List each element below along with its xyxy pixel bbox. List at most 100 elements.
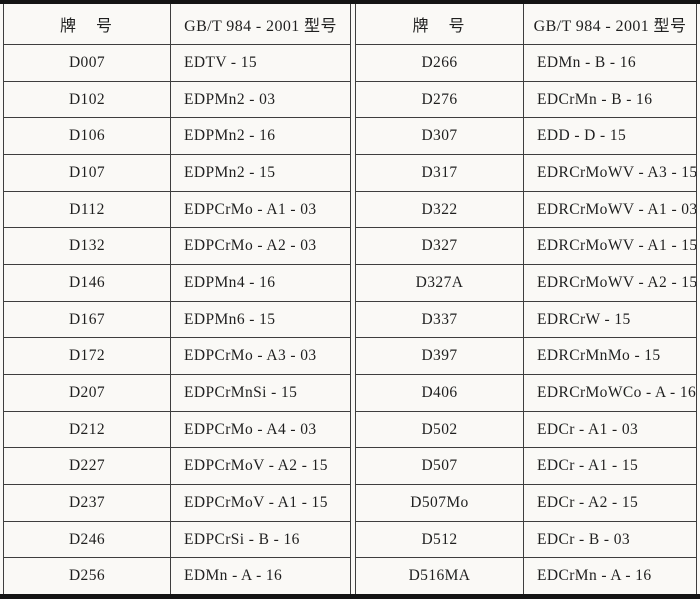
model-cell: EDCrMn - B - 16 <box>523 81 696 118</box>
table-row: D167 EDPMn6 - 15 <box>4 301 350 339</box>
table-row: D322 EDRCrMoWV - A1 - 03 <box>356 191 696 229</box>
brand-cell: D246 <box>68 530 106 548</box>
brand-cell: D132 <box>68 237 106 255</box>
brand-cell: D212 <box>68 420 106 438</box>
model-cell: EDCr - A1 - 03 <box>523 411 696 448</box>
brand-cell: D007 <box>68 53 106 71</box>
table-row: D337 EDRCrW - 15 <box>356 301 696 339</box>
model-cell: EDRCrW - 15 <box>523 301 696 338</box>
model-cell: EDPMn2 - 03 <box>170 81 350 118</box>
brand-cell: D112 <box>69 200 105 218</box>
model-cell: EDCr - B - 03 <box>523 521 696 558</box>
table-row: D317 EDRCrMoWV - A3 - 15 <box>356 155 696 192</box>
brand-cell: D307 <box>421 127 458 145</box>
brand-cell: D406 <box>421 383 458 401</box>
rows: D266 EDMn - B - 16 D276 EDCrMn - B - 16 … <box>356 45 696 594</box>
table-row: D256 EDMn - A - 16 <box>4 558 350 594</box>
brand-cell: D397 <box>421 347 458 365</box>
model-header: GB/T 984 - 2001 型号 <box>170 4 350 44</box>
model-cell: EDRCrMoWV - A2 - 15 <box>523 265 696 301</box>
brand-cell: D172 <box>68 347 106 365</box>
model-cell: EDPMn6 - 15 <box>170 301 350 338</box>
left-table: 牌 号 GB/T 984 - 2001 型号 D007 EDTV - 15 D1… <box>3 4 351 594</box>
brand-cell: D102 <box>68 90 106 108</box>
table-row: D406 EDRCrMoWCo - A - 16 <box>356 375 696 412</box>
model-cell: EDCrMn - A - 16 <box>523 558 696 594</box>
table-row: D397 EDRCrMnMo - 15 <box>356 338 696 376</box>
model-cell: EDPCrMo - A2 - 03 <box>170 228 350 265</box>
table-row: D007 EDTV - 15 <box>4 45 350 82</box>
table-row: D106 EDPMn2 - 16 <box>4 118 350 156</box>
table-row: D327 EDRCrMoWV - A1 - 15 <box>356 228 696 266</box>
table-row: D246 EDPCrSi - B - 16 <box>4 521 350 559</box>
model-cell: EDPMn2 - 15 <box>170 155 350 191</box>
model-cell: EDMn - A - 16 <box>170 558 350 594</box>
brand-cell: D516MA <box>408 567 471 585</box>
model-cell: EDCr - A1 - 15 <box>523 448 696 485</box>
brand-header: 牌 号 <box>412 18 467 35</box>
brand-cell: D227 <box>68 457 106 475</box>
brand-cell: D327A <box>415 273 464 291</box>
model-cell: EDPCrMoV - A1 - 15 <box>170 485 350 521</box>
brand-cell: D207 <box>68 383 106 401</box>
model-cell: EDRCrMoWV - A1 - 03 <box>523 191 696 228</box>
table-row: D507 EDCr - A1 - 15 <box>356 448 696 486</box>
brand-cell: D107 <box>68 163 106 181</box>
model-cell: EDPMn2 - 16 <box>170 118 350 155</box>
right-table: 牌 号 GB/T 984 - 2001 型号 D266 EDMn - B - 1… <box>355 4 697 594</box>
model-cell: EDPCrMo - A3 - 03 <box>170 338 350 375</box>
header-row: 牌 号 GB/T 984 - 2001 型号 <box>4 4 350 45</box>
brand-cell: D317 <box>421 163 458 181</box>
brand-cell: D337 <box>421 310 458 328</box>
table-row: D502 EDCr - A1 - 03 <box>356 411 696 449</box>
brand-cell: D256 <box>68 567 106 585</box>
brand-cell: D237 <box>68 493 106 511</box>
model-cell: EDMn - B - 16 <box>523 45 696 81</box>
table-row: D227 EDPCrMoV - A2 - 15 <box>4 448 350 486</box>
model-cell: EDPCrMo - A4 - 03 <box>170 411 350 448</box>
model-cell: EDTV - 15 <box>170 45 350 81</box>
header-row: 牌 号 GB/T 984 - 2001 型号 <box>356 4 696 45</box>
model-cell: EDRCrMoWCo - A - 16 <box>523 375 696 411</box>
brand-cell: D502 <box>421 420 458 438</box>
model-cell: EDCr - A2 - 15 <box>523 485 696 521</box>
table-row: D327A EDRCrMoWV - A2 - 15 <box>356 265 696 302</box>
table-row: D266 EDMn - B - 16 <box>356 45 696 82</box>
table-row: D132 EDPCrMo - A2 - 03 <box>4 228 350 266</box>
table-row: D507Mo EDCr - A2 - 15 <box>356 485 696 522</box>
brand-cell: D106 <box>68 127 106 145</box>
table-row: D512 EDCr - B - 03 <box>356 521 696 559</box>
brand-cell: D507Mo <box>410 493 469 511</box>
brand-cell: D266 <box>421 53 458 71</box>
model-header: GB/T 984 - 2001 型号 <box>523 4 696 44</box>
brand-cell: D167 <box>68 310 106 328</box>
model-cell: EDD - D - 15 <box>523 118 696 155</box>
table-row: D146 EDPMn4 - 16 <box>4 265 350 302</box>
model-cell: EDRCrMoWV - A1 - 15 <box>523 228 696 265</box>
table-row: D276 EDCrMn - B - 16 <box>356 81 696 119</box>
table-row: D107 EDPMn2 - 15 <box>4 155 350 192</box>
model-cell: EDRCrMoWV - A3 - 15 <box>523 155 696 191</box>
table-row: D307 EDD - D - 15 <box>356 118 696 156</box>
table-row: D237 EDPCrMoV - A1 - 15 <box>4 485 350 522</box>
table-row: D112 EDPCrMo - A1 - 03 <box>4 191 350 229</box>
brand-cell: D512 <box>421 530 458 548</box>
brand-cell: D276 <box>421 90 458 108</box>
table-row: D172 EDPCrMo - A3 - 03 <box>4 338 350 376</box>
table-row: D212 EDPCrMo - A4 - 03 <box>4 411 350 449</box>
brand-cell: D322 <box>421 200 458 218</box>
rows: D007 EDTV - 15 D102 EDPMn2 - 03 D106 EDP… <box>4 45 350 594</box>
brand-cell: D507 <box>421 457 458 475</box>
model-cell: EDPCrSi - B - 16 <box>170 521 350 558</box>
model-cell: EDPCrMoV - A2 - 15 <box>170 448 350 485</box>
table-row: D516MA EDCrMn - A - 16 <box>356 558 696 594</box>
brand-cell: D327 <box>421 237 458 255</box>
model-cell: EDPCrMo - A1 - 03 <box>170 191 350 228</box>
model-cell: EDPMn4 - 16 <box>170 265 350 301</box>
model-cell: EDPCrMnSi - 15 <box>170 375 350 411</box>
model-cell: EDRCrMnMo - 15 <box>523 338 696 375</box>
table-row: D102 EDPMn2 - 03 <box>4 81 350 119</box>
brand-cell: D146 <box>68 273 106 291</box>
brand-header: 牌 号 <box>59 18 114 35</box>
